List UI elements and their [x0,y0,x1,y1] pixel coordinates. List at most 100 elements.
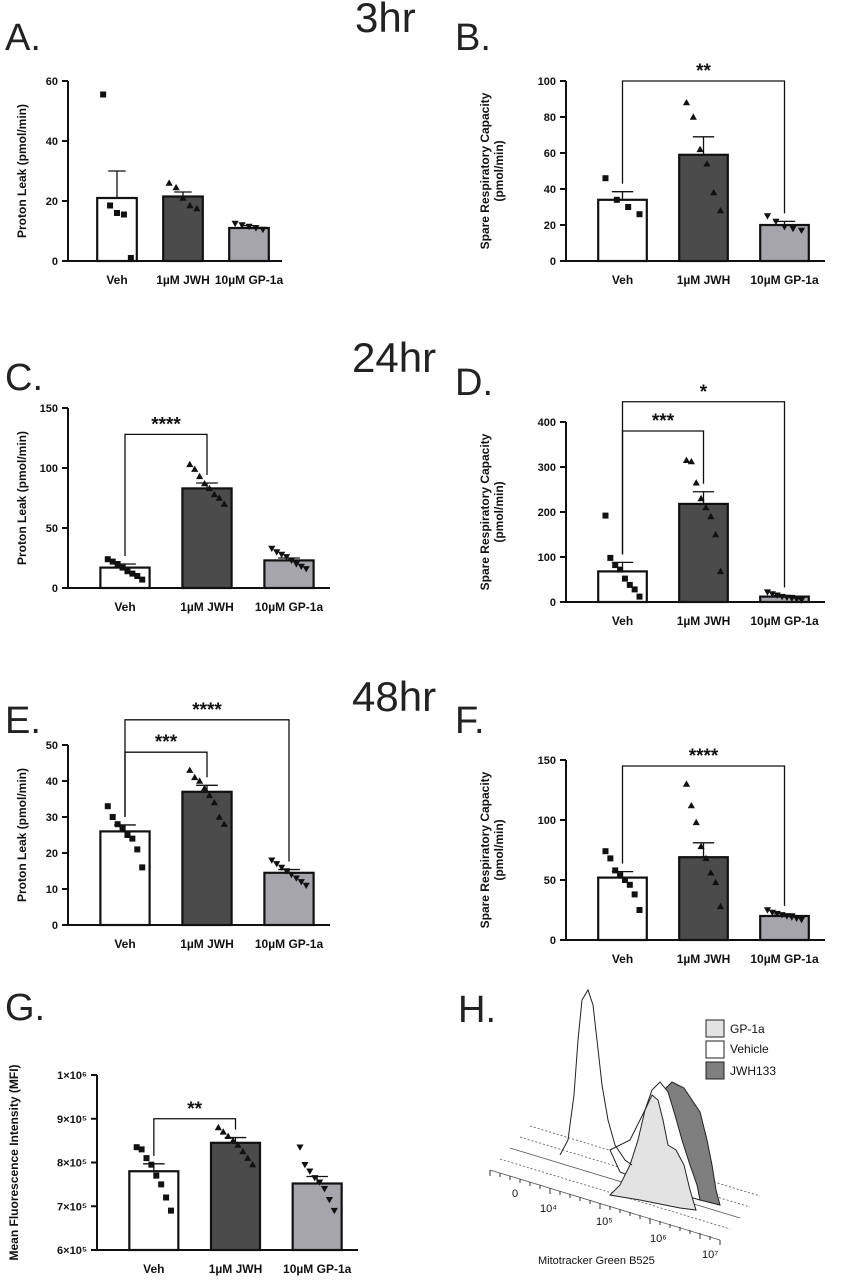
data-point [316,1179,324,1186]
data-point [780,224,789,231]
data-point [229,1137,237,1144]
data-point [139,576,146,583]
data-point [716,567,725,575]
y-tick-label: 100 [40,463,58,475]
data-point [134,573,141,579]
data-point [697,842,705,850]
panel-label: C. [5,357,43,399]
data-point [193,204,201,212]
y-axis-title: (pmol/min) [492,819,506,880]
data-point [143,1155,150,1162]
xtick-label-1e4: 10⁴ [540,1203,557,1215]
chart-f: F. Spare Respiratory Capacity (pmol/min) Ve… [455,700,825,966]
data-point [205,791,214,799]
data-point [626,881,633,888]
chart-e: E. Proton Leak (pmol/min) Veh 1µM JWH 10µM G… [5,700,330,951]
y-tick-label: 150 [40,403,58,415]
data-point [278,551,286,558]
category-label: 10µM GP-1a [255,600,324,614]
category-label: 10µM GP-1a [750,952,819,966]
category-label: Veh [143,1262,164,1276]
y-tick-label: 50 [46,523,58,535]
category-label: Veh [114,937,135,951]
y-tick-label: 8×10⁵ [57,1158,87,1170]
data-point [114,561,121,567]
category-label: 10µM GP-1a [283,1262,352,1276]
data-point [124,568,131,575]
data-point [621,877,628,883]
bar [678,153,729,263]
data-point [716,207,725,214]
y-axis-title: Mean Fluorescence Intensity (MFI) [7,1064,21,1260]
y-tick-label: 0 [550,256,556,268]
chart-b: B. Spare Respiratory Capacity (pmol/min) Ve… [455,17,825,287]
panel-label: G. [5,987,45,1029]
significance-stars: **** [192,700,222,721]
data-point [134,846,141,853]
data-point [707,869,715,876]
data-point [100,91,107,98]
data-point [625,204,632,210]
data-point [631,891,638,898]
y-tick-label: 300 [538,462,556,474]
y-tick-label: 1×10⁶ [57,1070,87,1082]
data-point [602,848,609,855]
data-point [763,907,772,914]
y-axis-title: Spare Respiratory Capacity [478,92,492,249]
data-point [196,472,204,480]
time-label-24hr: 24hr [352,334,436,381]
data-point [692,479,700,486]
y-tick-label: 100 [538,552,556,564]
data-point [278,864,286,871]
data-point [268,857,276,864]
legend-swatch-jwh133 [705,1061,725,1080]
data-point [186,460,194,468]
data-point [196,777,204,784]
y-tick-label: 60 [46,76,58,88]
data-point [797,597,806,604]
significance-stars: ** [187,1099,202,1120]
category-label: 10µM GP-1a [750,273,819,287]
significance-bracket [621,80,786,214]
data-point [292,875,300,882]
data-point [602,512,609,519]
category-label: Veh [114,600,135,614]
significance-bracket [153,1118,237,1156]
histogram-vehicle-front [559,988,633,1166]
data-point [210,490,218,498]
data-point [224,1132,232,1139]
data-point [320,1186,329,1193]
y-axis-title: Spare Respiratory Capacity [478,771,492,928]
significance-stars: *** [652,411,675,432]
y-tick-label: 0 [52,583,58,595]
data-point [109,558,116,565]
data-point [797,916,806,924]
data-point [245,223,253,231]
category-label: 1µM JWH [180,600,234,614]
data-point [158,1181,165,1188]
data-point [127,255,134,261]
data-point [631,586,638,593]
data-point [268,545,276,552]
data-point [692,818,700,826]
data-point [165,179,173,186]
data-point [153,1172,160,1179]
legend-label-gp1a: GP-1a [730,1022,765,1036]
data-point [210,799,218,806]
data-point [220,500,228,507]
data-point [249,1161,257,1168]
chart-c: C. Proton Leak (pmol/min) Veh 1µM JWH 10µM G… [5,357,330,614]
data-point [707,512,715,520]
xtick-label-0: 0 [512,1188,518,1200]
data-point [239,1147,247,1155]
significance-stars: **** [151,414,181,435]
data-point [612,562,619,569]
data-point [311,1175,319,1182]
category-label: Veh [106,273,127,287]
category-label: 1µM JWH [209,1262,263,1276]
data-point [297,879,305,886]
xtick-label-1e5: 10⁵ [596,1216,613,1228]
y-tick-label: 400 [538,417,556,429]
data-point [119,564,126,571]
error-bar [692,491,715,504]
